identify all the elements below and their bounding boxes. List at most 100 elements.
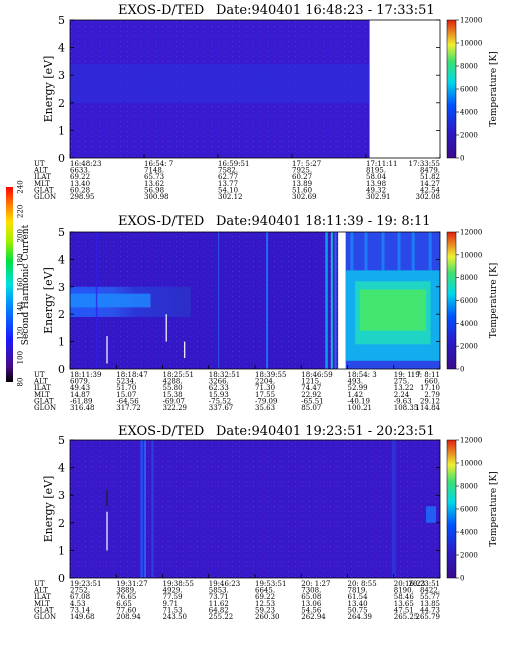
table-cell: 275.	[394, 378, 410, 386]
table-cell: 64.82	[209, 606, 229, 614]
table-cell: 13.40	[348, 600, 368, 608]
table-cell: 15.07	[116, 391, 136, 399]
table-cell: 6633.	[70, 167, 90, 175]
colorbar-tick-label: 10000	[460, 251, 482, 259]
colorbar-tick-label: 6000	[460, 297, 478, 305]
table-cell: 20:23:51	[409, 580, 440, 588]
colorbar-tick-label: 2000	[460, 343, 478, 351]
temperature-colorbar: 0 2000 4000 6000 8000 10000 12000 Temperature […	[446, 437, 499, 583]
colorbar-tick-label: 4000	[460, 109, 478, 117]
harmonic-colorbar: Second Harmonic Current 80 100 120 140 160 18…	[6, 180, 31, 386]
panel-title-right: Date:940401 16:48:23 - 17:33:51	[216, 3, 435, 18]
table-cell: 58.46	[394, 593, 415, 601]
y-axis: 0 1 2 3 4 5 Energy [eV]	[42, 226, 440, 376]
table-row-header: GLON	[34, 404, 56, 412]
table-cell: 108.35	[394, 404, 419, 412]
table-cell: 71.53	[163, 606, 183, 614]
table-cell: 13.65	[394, 600, 414, 608]
table-cell: 3889.	[116, 587, 136, 595]
table-cell: 7925.	[292, 167, 312, 175]
table-cell: 17.55	[255, 391, 275, 399]
table-cell: 65.08	[301, 593, 321, 601]
table-cell: 18:25:51	[163, 371, 194, 379]
table-cell: 65.73	[144, 173, 164, 181]
table-cell: 493.	[348, 378, 364, 386]
table-cell: 9.71	[163, 600, 179, 608]
table-cell: 264.39	[348, 613, 373, 621]
table-cell: -65.51	[301, 397, 323, 405]
table-cell: 16:59:51	[218, 160, 249, 168]
colorbar-tick-label: 12000	[460, 437, 482, 445]
colorbar-label: Temperature [K]	[489, 51, 499, 127]
table-cell: 302.69	[292, 193, 317, 201]
colorbar-tick-label: 10000	[460, 460, 482, 468]
harmonic-tick-label: 200	[17, 229, 25, 242]
y-axis: 0 1 2 3 4 5 Energy [eV]	[42, 434, 440, 585]
colorbar-tick-label: 8000	[460, 63, 478, 71]
y-tick-label: 2	[58, 517, 65, 530]
table-cell: 12.53	[255, 600, 275, 608]
table-row-header: GLAT	[34, 397, 54, 405]
table-cell: 67.08	[70, 593, 90, 601]
colorbar-tick-label: 4000	[460, 320, 478, 328]
table-row-header: MLT	[34, 600, 50, 608]
y-tick-label: 4	[58, 253, 65, 266]
table-cell: 7819.	[348, 587, 368, 595]
y-tick-label: 5	[58, 434, 65, 447]
table-cell: 13.77	[218, 180, 238, 188]
table-cell: 5853.	[209, 587, 229, 595]
temperature-colorbar: 0 2000 4000 6000 8000 10000 12000 Temperature […	[446, 229, 499, 374]
table-cell: 60.28	[70, 186, 90, 194]
table-cell: 317.72	[116, 404, 141, 412]
table-cell: 17:11:11	[366, 160, 397, 168]
table-cell: 7308.	[301, 587, 321, 595]
table-cell: 4.53	[70, 600, 86, 608]
table-cell: 2752.	[70, 587, 90, 595]
table-cell: -75.52	[209, 397, 231, 405]
harmonic-tick-label: 80	[17, 378, 25, 387]
table-row-header: GLON	[34, 613, 56, 621]
table-cell: 265.79	[416, 613, 441, 621]
table-cell: 51.70	[116, 384, 136, 392]
table-cell: 49.43	[70, 384, 90, 392]
table-cell: 13.62	[144, 180, 164, 188]
y-tick-label: 2	[58, 97, 65, 110]
table-cell: -64.56	[116, 397, 139, 405]
table-cell: 302.91	[366, 193, 391, 201]
colorbar-tick-label: 0	[460, 155, 464, 163]
harmonic-tick-label: 100	[17, 351, 25, 364]
y-tick-label: 0	[58, 363, 65, 376]
table-cell: -9.63	[394, 397, 412, 405]
table-cell: 59.23	[255, 606, 275, 614]
table-row-header: MLT	[34, 391, 50, 399]
table-cell: 18:39:55	[255, 371, 286, 379]
panel-title-left: EXOS-D/TED	[118, 3, 204, 18]
table-cell: 76.65	[116, 593, 136, 601]
table-cell: 13.85	[420, 600, 440, 608]
y-tick-label: 2	[58, 308, 65, 321]
table-row-header: ILAT	[34, 384, 51, 392]
table-cell: 35.63	[255, 404, 275, 412]
table-cell: 2.79	[424, 391, 440, 399]
y-axis-label: Energy [eV]	[42, 476, 55, 543]
y-tick-label: 1	[58, 336, 65, 349]
table-cell: 255.22	[209, 613, 234, 621]
table-cell: 58.04	[366, 173, 387, 181]
table-cell: 1215.	[301, 378, 321, 386]
y-axis-label: Energy [eV]	[42, 56, 55, 123]
x-axis	[69, 574, 441, 578]
table-cell: 100.21	[348, 404, 373, 412]
harmonic-tick-label: 160	[17, 278, 25, 291]
table-cell: 85.07	[301, 404, 321, 412]
table-cell: 8479.	[420, 167, 440, 175]
table-cell: 16:54: 7	[144, 160, 173, 168]
table-row-header: ALT	[33, 167, 48, 175]
table-cell: 56.98	[144, 186, 164, 194]
y-tick-label: 5	[58, 226, 65, 239]
table-cell: 8422.	[420, 587, 440, 595]
table-row-header: UT	[34, 580, 45, 588]
table-cell: 18:32:51	[209, 371, 240, 379]
table-cell: 13.40	[70, 180, 90, 188]
table-cell: 302.12	[218, 193, 243, 201]
